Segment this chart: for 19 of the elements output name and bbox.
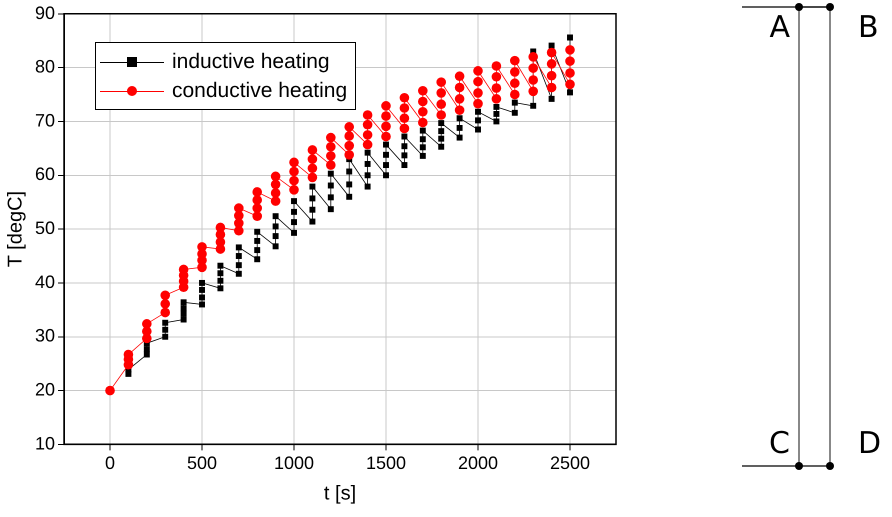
y-tick-label: 90 xyxy=(34,2,56,23)
y-tick-label: 60 xyxy=(34,164,56,184)
y-tick-label: 50 xyxy=(34,218,56,238)
x-tick-label: 500 xyxy=(186,453,218,474)
x-axis-title: t [s] xyxy=(324,482,356,505)
y-tick-label: 70 xyxy=(34,110,56,130)
x-tick-label: 2500 xyxy=(550,453,590,474)
y-tick-label: 80 xyxy=(34,56,56,77)
y-tick-label: 30 xyxy=(34,326,56,346)
x-tick-label: 0 xyxy=(105,453,116,474)
y-tick-label: 20 xyxy=(34,380,56,400)
x-tick-label: 2000 xyxy=(458,453,498,474)
x-tick-label: 1000 xyxy=(274,453,314,474)
legend-label: conductive heating xyxy=(172,78,348,104)
y-tick-label: 10 xyxy=(34,433,56,454)
x-tick-label: 1500 xyxy=(366,453,406,474)
y-axis-title: T [degC] xyxy=(4,190,27,268)
legend-label: inductive heating xyxy=(172,49,330,75)
y-tick-label: 40 xyxy=(34,272,56,292)
